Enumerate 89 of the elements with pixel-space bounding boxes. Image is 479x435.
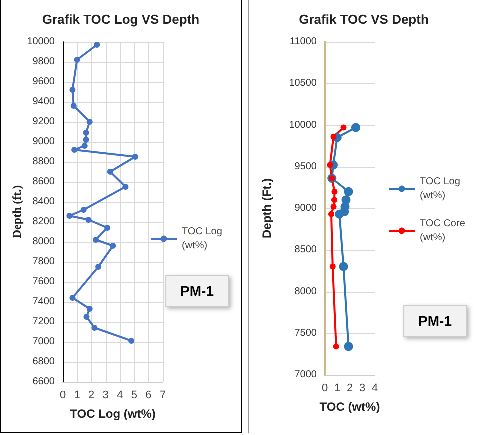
y-tick-label: 7200: [32, 316, 56, 328]
y-tick-label: 9000: [32, 136, 56, 148]
point: [93, 237, 99, 243]
y-tick-label: 9800: [32, 56, 56, 68]
legend-label: TOC Log (wt%): [420, 176, 464, 202]
y-tick-label: 8400: [32, 196, 56, 208]
point: [94, 42, 100, 48]
point: [74, 57, 80, 63]
chart-title: Grafik TOC VS Depth: [299, 12, 429, 27]
y-tick-label: 8200: [32, 216, 56, 228]
point: [92, 325, 98, 331]
point: [340, 124, 347, 131]
point: [82, 143, 88, 149]
point: [339, 262, 348, 272]
y-tick-label: 9200: [32, 116, 56, 128]
point: [332, 188, 338, 195]
y-axis-title: Depth (Ft.): [260, 178, 274, 238]
point: [80, 207, 87, 213]
point: [70, 87, 76, 93]
y-tick-label: 9500: [294, 161, 318, 172]
x-tick-label: 2: [88, 390, 95, 402]
y-tick-label: 9000: [294, 203, 318, 214]
y-tick-label: 8000: [32, 236, 56, 248]
point: [328, 211, 334, 218]
y-tick-label: 6600: [32, 376, 56, 388]
point: [333, 344, 340, 350]
x-tick-label: 0: [322, 382, 328, 394]
point: [70, 103, 77, 109]
y-tick-label: 9400: [32, 96, 56, 108]
y-tick-label: 7000: [32, 336, 56, 348]
x-tick-label: 0: [60, 390, 66, 402]
point: [132, 154, 138, 160]
x-tick-label: 1: [74, 390, 80, 402]
point: [83, 137, 90, 143]
point: [330, 204, 337, 210]
y-tick-label: 7000: [294, 370, 318, 380]
point: [344, 187, 354, 196]
point: [72, 147, 78, 153]
point: [327, 162, 334, 168]
point: [107, 169, 114, 175]
x-tick-label: 7: [160, 390, 166, 402]
x-tick-label: 1: [334, 382, 341, 394]
y-tick-label: 10000: [289, 120, 318, 131]
y-tick-label: 7500: [294, 328, 318, 339]
point: [352, 123, 360, 132]
y-axis-title: Depth (ft.): [10, 185, 24, 239]
y-tick-label: 10000: [27, 36, 56, 48]
point: [330, 264, 336, 270]
y-tick-label: 8600: [32, 176, 56, 188]
y-tick-label: 8000: [294, 286, 318, 298]
x-axis-title: TOC (wt%): [320, 400, 380, 414]
text: PM-1: [418, 313, 452, 329]
y-tick-label: 8800: [32, 156, 56, 168]
legend-label: TOC Core (wt%): [420, 218, 468, 244]
point: [83, 130, 90, 136]
legend-label: TOC Log (wt%): [182, 226, 226, 252]
point: [84, 314, 90, 320]
point: [344, 342, 354, 352]
x-tick-label: 5: [131, 390, 138, 402]
x-tick-label: 3: [102, 390, 109, 402]
y-tick-label: 7400: [32, 296, 56, 308]
point: [96, 264, 102, 270]
y-tick-label: 7800: [32, 256, 56, 268]
y-tick-label: 8500: [294, 244, 318, 256]
y-tick-label: 9600: [32, 76, 56, 88]
point: [332, 197, 338, 204]
text: PM-1: [180, 283, 214, 299]
point: [122, 184, 129, 190]
point: [86, 119, 93, 125]
point: [86, 306, 93, 312]
y-tick-label: 11000: [290, 36, 318, 48]
y-tick-label: 6800: [32, 356, 56, 368]
point: [128, 338, 135, 344]
point: [330, 134, 337, 140]
x-tick-label: 4: [372, 382, 378, 394]
x-tick-label: 2: [346, 382, 354, 394]
chart-title: Grafik TOC Log VS Depth: [42, 12, 200, 27]
x-axis-title: TOC Log (wt%): [70, 407, 156, 421]
point: [70, 295, 76, 301]
x-tick-label: 3: [359, 382, 366, 394]
point: [104, 225, 111, 231]
x-tick-label: 4: [117, 390, 124, 402]
point: [110, 243, 116, 249]
point: [335, 210, 344, 219]
y-tick-label: 10500: [289, 78, 318, 90]
x-tick-label: 6: [146, 390, 152, 402]
y-tick-label: 7600: [32, 276, 56, 288]
point: [86, 217, 92, 223]
point: [66, 213, 73, 219]
